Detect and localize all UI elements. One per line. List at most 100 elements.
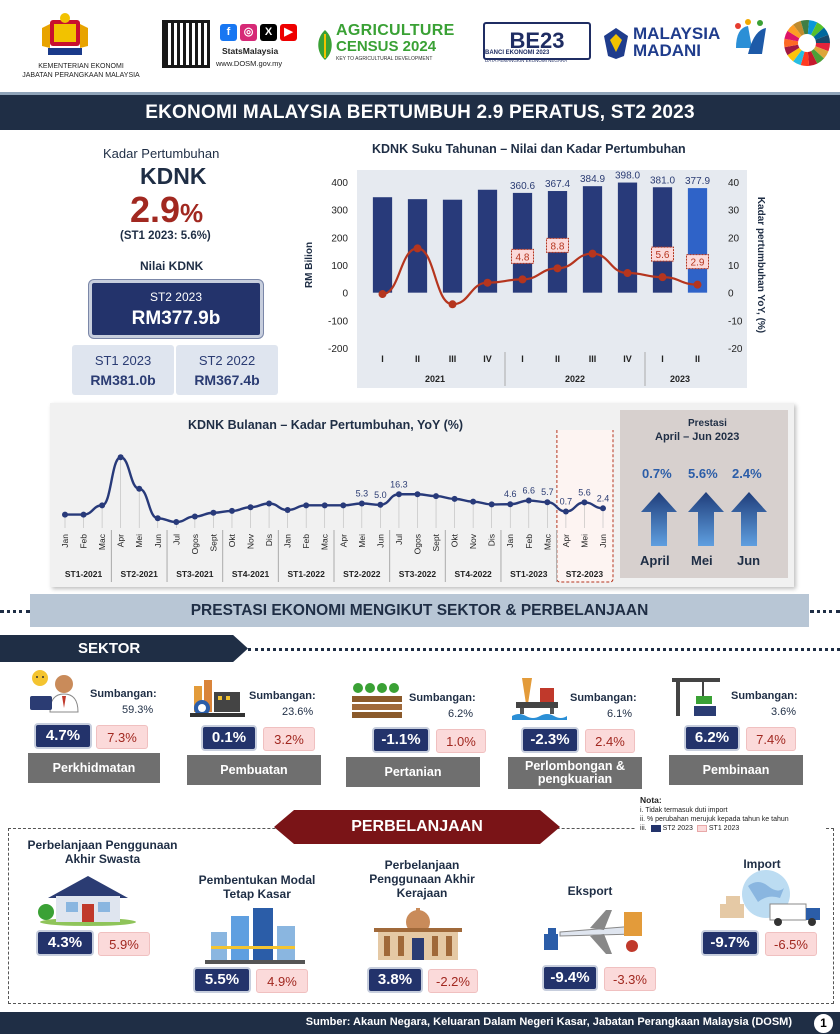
pertanian-label: Pertanian bbox=[346, 757, 480, 787]
m-xtick: Mac bbox=[97, 533, 107, 550]
up-arrow-jun-icon bbox=[731, 492, 767, 546]
section-dots-left bbox=[0, 610, 30, 613]
swasta-st1: 5.9% bbox=[98, 932, 150, 956]
m-growth-point bbox=[210, 509, 217, 516]
growth-value: 2.9% bbox=[130, 189, 203, 231]
m-xtick: Jul bbox=[171, 534, 181, 545]
import-label: Import bbox=[743, 857, 781, 871]
prestasi-april-label: April bbox=[640, 553, 670, 568]
compare-box-st1-2023: ST1 2023 RM381.0b bbox=[72, 345, 174, 395]
m-point-label: 0.7 bbox=[560, 496, 573, 506]
m-quarter-label: ST3-2022 bbox=[399, 569, 437, 579]
q-y2tick: 40 bbox=[728, 178, 740, 189]
m-growth-point bbox=[377, 501, 384, 508]
m-xtick: Ogos bbox=[190, 534, 200, 554]
m-growth-point bbox=[228, 507, 235, 514]
current-label: ST2 2023 bbox=[149, 290, 203, 304]
m-growth-point bbox=[581, 499, 588, 506]
m-xtick: Dis bbox=[487, 534, 497, 546]
m-growth-point bbox=[173, 519, 180, 525]
m-growth-point bbox=[395, 491, 402, 498]
m-growth-point bbox=[303, 502, 310, 509]
footer: Sumber: Akaun Negara, Keluaran Dalam Neg… bbox=[0, 1012, 840, 1034]
m-point-label: 5.0 bbox=[374, 490, 387, 500]
ministry-line1: KEMENTERIAN EKONOMI bbox=[38, 63, 124, 70]
up-arrow-icons bbox=[641, 492, 767, 546]
pembinaan-sumbangan-label: Sumbangan: bbox=[731, 690, 798, 702]
madani-line2: MADANI bbox=[633, 41, 701, 60]
m-growth-point bbox=[433, 493, 440, 500]
q-growth-label: 2.9 bbox=[691, 258, 705, 269]
prestasi-april-pct: 0.7% bbox=[642, 466, 672, 481]
government-building-icon bbox=[374, 908, 462, 960]
m-quarter-label: ST2-2023 bbox=[566, 569, 604, 579]
m-growth-point bbox=[321, 502, 328, 509]
m-point-label: 5.6 bbox=[578, 487, 591, 497]
q-bar-label: 367.4 bbox=[545, 179, 570, 190]
instagram-icon[interactable]: ◎ bbox=[240, 24, 257, 41]
q-bar bbox=[477, 189, 498, 293]
private-house-icon bbox=[38, 876, 136, 926]
q-xtick: IV bbox=[483, 354, 492, 364]
prestasi-jun-label: Jun bbox=[737, 553, 761, 568]
q-xtick: II bbox=[555, 354, 560, 364]
youtube-icon[interactable]: ▶ bbox=[280, 24, 297, 41]
perkhidmatan-sumbangan-label: Sumbangan: bbox=[90, 688, 157, 700]
pembuatan-sumbangan-label: Sumbangan: bbox=[249, 690, 316, 702]
growth-kdnk: KDNK bbox=[140, 163, 207, 189]
legend-st2-label: ST2 2023 bbox=[662, 825, 693, 832]
m-xtick: Mei bbox=[579, 534, 589, 548]
malaysia-crest-icon bbox=[42, 13, 88, 55]
m-growth-point bbox=[507, 501, 514, 508]
m-point-label: 5.7 bbox=[541, 487, 554, 497]
q-y2tick: -20 bbox=[728, 344, 743, 355]
title-band: EKONOMI MALAYSIA BERTUMBUH 2.9 PERATUS, … bbox=[0, 92, 840, 130]
mining-oilrig-icon bbox=[512, 678, 567, 720]
q-bar-label: 384.9 bbox=[580, 174, 605, 185]
q-xtick: IV bbox=[623, 354, 632, 364]
q-ylabel: RM Bilion bbox=[304, 242, 315, 288]
m-point-label: 4.6 bbox=[504, 489, 517, 499]
pembuatan-st2: 0.1% bbox=[201, 725, 257, 751]
stats-url[interactable]: www.DOSM.gov.my bbox=[216, 59, 283, 68]
growth-prev: (ST1 2023: 5.6%) bbox=[120, 230, 211, 242]
facebook-icon[interactable]: f bbox=[220, 24, 237, 41]
kerajaan-st2: 3.8% bbox=[367, 967, 423, 993]
q-ytick: -100 bbox=[328, 316, 348, 327]
m-xtick: Jan bbox=[505, 534, 515, 548]
q-ytick: -200 bbox=[328, 344, 348, 355]
m-growth-point bbox=[470, 498, 477, 505]
q-growth-label-box bbox=[511, 248, 534, 264]
qr-code-icon[interactable] bbox=[162, 20, 210, 68]
perlombongan-st2: -2.3% bbox=[521, 727, 579, 753]
perlombongan-st1: 2.4% bbox=[585, 729, 635, 753]
q-xtick: III bbox=[449, 354, 457, 364]
agriculture-leaf-icon bbox=[318, 30, 332, 60]
capital-buildings-icon bbox=[205, 908, 305, 964]
m-xtick: Jul bbox=[394, 534, 404, 545]
agriculture-crop-icon bbox=[352, 683, 402, 718]
m-xtick: Jan bbox=[283, 534, 293, 548]
madani-emblem-icon bbox=[604, 28, 628, 59]
pembuatan-label: Pembuatan bbox=[187, 755, 321, 785]
q-growth-label-box bbox=[686, 254, 709, 270]
pembuatan-st1: 3.2% bbox=[263, 727, 315, 751]
pertanian-sumbangan-label: Sumbangan: bbox=[409, 692, 476, 704]
m-growth-point bbox=[136, 485, 143, 492]
perkhidmatan-st1: 7.3% bbox=[96, 725, 148, 749]
x-icon[interactable]: X bbox=[260, 24, 277, 41]
up-arrow-april-icon bbox=[641, 492, 677, 546]
growth-label: Kadar Pertumbuhan bbox=[103, 146, 220, 161]
q-growth-point bbox=[483, 278, 492, 287]
q-growth-label-box bbox=[546, 237, 569, 253]
monthly-chart: 5.3 5.016.3 4.6 6.6 5.7 0.7 5.6 2.4 Jan Feb Mac Apr… bbox=[60, 430, 614, 583]
m-xtick: Jun bbox=[375, 534, 385, 548]
q-growth-label: 4.8 bbox=[516, 252, 530, 263]
perbelanjaan-label: PERBELANJAAN bbox=[351, 818, 483, 835]
import-st2: -9.7% bbox=[701, 930, 759, 956]
ministry-name: KEMENTERIAN EKONOMI JABATAN PERANGKAAN M… bbox=[6, 62, 156, 80]
modal-st2: 5.5% bbox=[193, 967, 251, 993]
q-xtick: I bbox=[661, 354, 664, 364]
agri-census-line2: CENSUS 2024 bbox=[336, 38, 437, 55]
q-growth-point bbox=[623, 269, 632, 278]
